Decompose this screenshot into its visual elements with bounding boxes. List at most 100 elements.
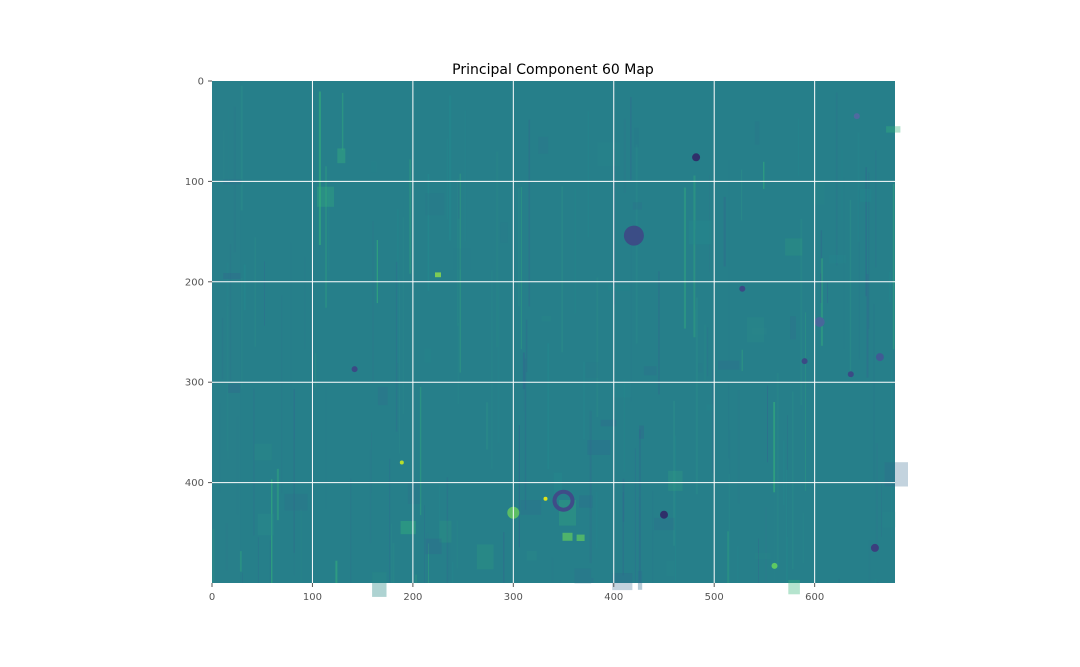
texture-block <box>377 386 388 406</box>
texture-streak <box>415 574 417 583</box>
texture-streak <box>820 258 823 346</box>
texture-streak <box>881 483 882 537</box>
texture-streak <box>858 189 860 360</box>
texture-streak <box>243 264 246 311</box>
texture-streak <box>392 543 395 583</box>
texture-streak <box>736 546 739 583</box>
texture-block <box>698 363 703 373</box>
y-axis: 0 100 200 300 400 <box>185 77 212 489</box>
texture-streak <box>428 543 429 583</box>
texture-block <box>587 440 611 455</box>
texture-streak <box>389 458 391 583</box>
texture-streak <box>773 402 776 493</box>
texture-block <box>754 121 760 145</box>
texture-streak <box>491 270 493 469</box>
texture-streak <box>426 532 429 583</box>
texture-block <box>372 572 387 597</box>
texture-streak <box>561 186 564 353</box>
texture-block <box>407 482 421 504</box>
texture-block <box>476 544 494 570</box>
gridlines <box>212 81 895 583</box>
texture-streak <box>776 373 779 569</box>
texture-streak <box>242 572 243 583</box>
feature-mark <box>739 285 746 292</box>
texture-streak <box>623 379 625 472</box>
texture-block <box>608 285 630 291</box>
texture-streak <box>525 319 528 373</box>
y-tick-label: 0 <box>198 77 204 88</box>
texture-streak <box>707 327 709 377</box>
texture-streak <box>241 277 243 389</box>
texture-streak <box>457 182 460 219</box>
x-axis: 0 100 200 300 400 500 600 <box>209 583 824 603</box>
texture-streak <box>239 551 242 572</box>
texture-streak <box>456 520 458 569</box>
texture-streak <box>865 167 867 297</box>
texture-streak <box>787 415 788 537</box>
texture-streak <box>254 237 256 347</box>
texture-block <box>370 161 377 173</box>
texture-block <box>579 495 593 508</box>
texture-streak <box>876 582 879 583</box>
feature-mark <box>435 272 441 278</box>
texture-block <box>425 538 442 555</box>
texture-streak <box>300 509 302 583</box>
feature-mark <box>853 113 860 120</box>
texture-streak <box>341 92 344 151</box>
texture-streak <box>827 282 828 304</box>
feature-mark <box>875 353 884 362</box>
texture-streak <box>857 132 860 242</box>
chart-title: Principal Component 60 Map <box>452 62 654 78</box>
texture-block <box>790 316 796 340</box>
texture-streak <box>820 273 823 303</box>
texture-streak <box>257 537 259 583</box>
texture-streak <box>805 312 806 491</box>
texture-block <box>597 142 621 167</box>
texture-block <box>337 148 346 164</box>
texture-streak <box>402 217 404 414</box>
texture-block <box>668 470 683 491</box>
texture-streak <box>623 118 626 193</box>
texture-streak <box>595 491 598 549</box>
texture-streak <box>396 209 399 364</box>
texture-streak <box>737 390 740 504</box>
texture-streak <box>892 184 895 350</box>
plot-area <box>212 81 908 597</box>
texture-streak <box>459 173 461 373</box>
texture-block <box>828 255 847 264</box>
texture-streak <box>728 474 730 583</box>
feature-mark <box>660 510 668 519</box>
texture-streak <box>290 242 292 406</box>
texture-streak <box>325 387 327 509</box>
texture-streak <box>683 187 686 329</box>
texture-streak <box>727 531 729 583</box>
texture-block <box>254 443 272 461</box>
texture-block <box>788 579 800 595</box>
texture-streak <box>424 505 425 583</box>
texture-streak <box>728 160 730 361</box>
texture-streak <box>712 369 713 474</box>
texture-streak <box>269 540 272 583</box>
texture-streak <box>630 237 632 402</box>
x-tick-label: 600 <box>805 592 824 603</box>
texture-streak <box>893 345 895 458</box>
texture-streak <box>446 477 449 583</box>
texture-block <box>706 404 714 411</box>
texture-block <box>884 462 908 487</box>
texture-block <box>666 560 675 577</box>
texture-streak <box>875 150 877 268</box>
texture-streak <box>253 388 255 536</box>
texture-streak <box>802 512 804 564</box>
texture-streak <box>496 151 499 348</box>
x-tick-label: 300 <box>504 592 523 603</box>
texture-streak <box>574 188 576 314</box>
texture-block <box>526 551 537 561</box>
texture-streak <box>439 485 441 543</box>
texture-block <box>228 383 241 393</box>
texture-block <box>453 248 471 270</box>
texture-block <box>632 202 642 210</box>
feature-mark <box>801 358 808 365</box>
texture-streak <box>315 353 317 388</box>
texture-streak <box>486 402 489 450</box>
texture-block <box>424 348 431 363</box>
